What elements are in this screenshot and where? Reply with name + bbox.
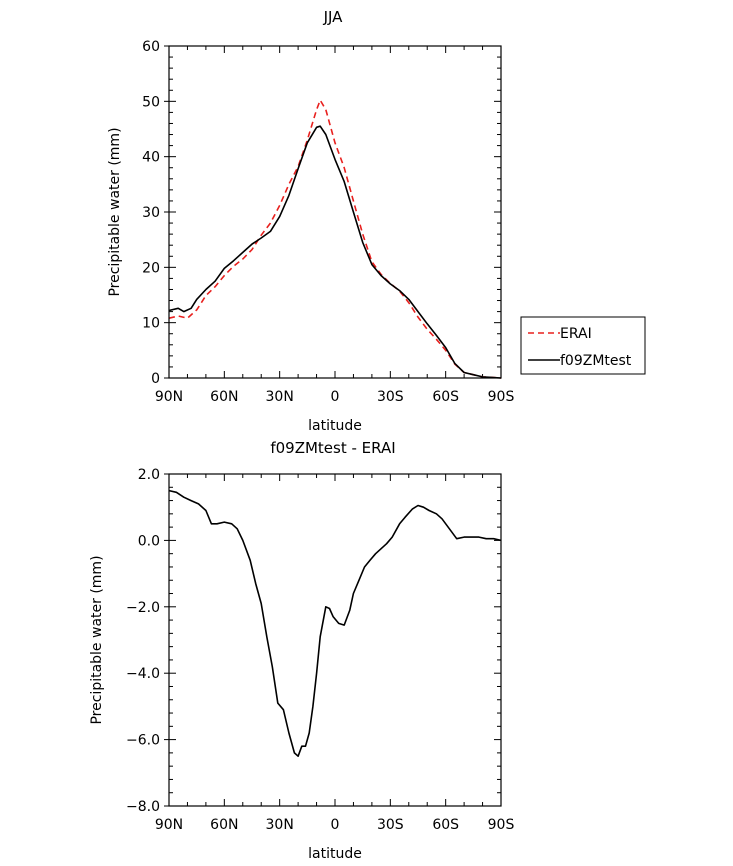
panel-bottom: f09ZMtest - ERAI −8.0−6.0−4.0−2.00.02.0 … bbox=[89, 439, 514, 862]
y-tick-label: 60 bbox=[142, 39, 160, 55]
top-x-axis-label: latitude bbox=[308, 418, 362, 434]
top-series-group bbox=[168, 99, 502, 379]
series-line-erai bbox=[168, 99, 502, 379]
bottom-y-axis-label: Precipitable water (mm) bbox=[89, 555, 105, 724]
top-axis-ticks bbox=[164, 45, 502, 379]
top-y-tick-labels: 0 10 20 30 40 50 60 bbox=[142, 39, 160, 387]
y-tick-label: 0.0 bbox=[138, 533, 160, 549]
x-tick-label: 30S bbox=[377, 389, 404, 405]
y-tick-label: 50 bbox=[142, 94, 160, 110]
x-tick-label: 30N bbox=[266, 817, 294, 833]
x-tick-label: 90S bbox=[488, 389, 515, 405]
x-tick-label: 60S bbox=[432, 389, 459, 405]
panel-top: JJA 0 10 20 30 40 50 60 90N 60N 30N 0 30S 60S 90S Pr… bbox=[107, 8, 646, 434]
bottom-series-group bbox=[168, 489, 502, 758]
x-tick-label: 60N bbox=[210, 817, 238, 833]
y-tick-label: 0 bbox=[151, 371, 160, 387]
y-tick-label: −2.0 bbox=[126, 600, 160, 616]
y-tick-label: 30 bbox=[142, 205, 160, 221]
bottom-axis-ticks bbox=[164, 473, 502, 807]
bottom-x-axis-label: latitude bbox=[308, 846, 362, 862]
y-tick-label: 10 bbox=[142, 316, 160, 332]
x-tick-label: 0 bbox=[331, 389, 340, 405]
legend-box bbox=[520, 316, 646, 375]
x-tick-label: 90N bbox=[155, 389, 183, 405]
x-tick-label: 0 bbox=[331, 817, 340, 833]
top-plot-frame bbox=[168, 45, 502, 379]
legend-label-erai: ERAI bbox=[560, 326, 592, 342]
bottom-x-tick-labels: 90N 60N 30N 0 30S 60S 90S bbox=[155, 817, 515, 833]
series-line-f09zmtest bbox=[168, 125, 502, 379]
y-tick-label: 40 bbox=[142, 150, 160, 166]
bottom-y-tick-labels: −8.0 −6.0 −4.0 −2.0 0.0 2.0 bbox=[126, 467, 160, 815]
x-tick-label: 30N bbox=[266, 389, 294, 405]
x-tick-label: 60N bbox=[210, 389, 238, 405]
y-tick-label: −8.0 bbox=[126, 799, 160, 815]
x-tick-label: 90S bbox=[488, 817, 515, 833]
bottom-plot-frame bbox=[168, 473, 502, 807]
top-y-axis-label: Precipitable water (mm) bbox=[107, 127, 123, 296]
y-tick-label: −4.0 bbox=[126, 666, 160, 682]
x-tick-label: 30S bbox=[377, 817, 404, 833]
series-line-difference bbox=[168, 489, 502, 758]
top-legend: ERAI f09ZMtest bbox=[520, 316, 646, 375]
y-tick-label: 20 bbox=[142, 260, 160, 276]
top-x-tick-labels: 90N 60N 30N 0 30S 60S 90S bbox=[155, 389, 515, 405]
y-tick-label: 2.0 bbox=[138, 467, 160, 483]
y-tick-label: −6.0 bbox=[126, 733, 160, 749]
legend-label-f09zmtest: f09ZMtest bbox=[560, 353, 632, 369]
x-tick-label: 60S bbox=[432, 817, 459, 833]
x-tick-label: 90N bbox=[155, 817, 183, 833]
top-title: JJA bbox=[323, 8, 344, 26]
bottom-title: f09ZMtest - ERAI bbox=[270, 439, 395, 457]
